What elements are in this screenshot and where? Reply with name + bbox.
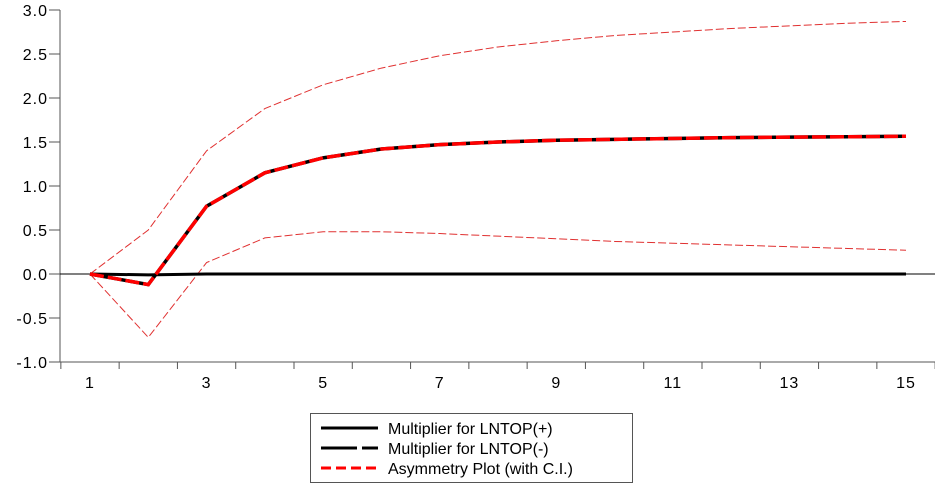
x-tick-label: 9 [551,375,561,392]
y-tick-label: 2.0 [23,91,48,108]
x-tick-label: 5 [318,375,328,392]
y-tick-label: 2.5 [23,47,48,64]
axes: -1.0-0.50.00.51.01.52.02.53.01 3 5 7 9 11 13 15 [16,3,935,392]
y-tick-label: 1.5 [23,135,48,152]
series-asymmetry-line [89,134,907,287]
y-tick-label: 1.0 [23,179,48,196]
legend-label-asymmetry: Asymmetry Plot (with C.I.) [388,461,573,478]
y-tick-label: -0.5 [16,311,48,328]
legend-label-positive: Multiplier for LNTOP(+) [388,421,553,438]
lower-ci-line [89,231,907,339]
x-tick-label: 3 [202,375,212,392]
x-tick-label: 13 [780,375,800,392]
y-tick-label: 0.5 [23,223,48,240]
legend-box [310,413,633,483]
legend-label-negative: Multiplier for LNTOP(-) [388,441,549,458]
x-tick-label: 1 [85,375,95,392]
series-positive-line [89,272,906,277]
y-tick-label: 3.0 [23,3,48,20]
x-tick-label: 11 [664,375,683,392]
series-layer [89,20,907,339]
series-negative-line [89,134,907,287]
x-tick-label: 15 [896,375,916,392]
upper-ci-line [89,20,907,275]
x-tick-label: 7 [435,375,445,392]
y-tick-label: 0.0 [23,267,48,284]
legend: Multiplier for LNTOP(+) Multiplier for L… [310,413,633,483]
y-tick-label: -1.0 [16,355,48,372]
